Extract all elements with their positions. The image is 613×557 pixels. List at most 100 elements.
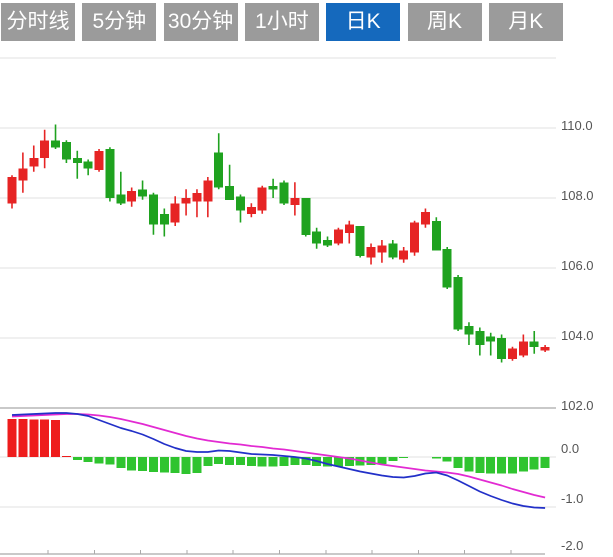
candle-body bbox=[105, 149, 115, 198]
macd-bar bbox=[279, 457, 289, 466]
macd-axis-label: -2.0 bbox=[561, 538, 583, 553]
candle-body bbox=[61, 142, 71, 160]
tab-1hour[interactable]: 1小时 bbox=[244, 3, 319, 41]
candle-body bbox=[442, 248, 452, 288]
macd-bar bbox=[159, 457, 169, 473]
candles bbox=[7, 124, 550, 363]
tab-30min[interactable]: 30分钟 bbox=[163, 3, 238, 41]
candle-body bbox=[138, 189, 148, 197]
macd-bar bbox=[442, 457, 452, 462]
gridlines bbox=[0, 57, 556, 555]
macd-bar bbox=[83, 457, 93, 462]
macd-bar bbox=[214, 457, 224, 464]
macd-bar bbox=[388, 457, 398, 461]
interval-tabbar: 分时线 5分钟 30分钟 1小时 日K 周K 月K bbox=[0, 0, 613, 46]
macd-bar bbox=[29, 419, 39, 457]
candle-body bbox=[312, 231, 322, 244]
macd-bar bbox=[105, 457, 115, 465]
macd-bar bbox=[540, 457, 550, 468]
candle-body bbox=[399, 250, 409, 260]
macd-bar bbox=[518, 457, 528, 472]
price-axis-label: 110.0 bbox=[561, 118, 593, 133]
macd-bar bbox=[51, 420, 61, 457]
macd-bar bbox=[323, 457, 333, 467]
candle-body bbox=[323, 240, 333, 246]
macd-bar bbox=[344, 457, 354, 466]
candle-body bbox=[475, 331, 485, 345]
macd-bar bbox=[257, 457, 267, 467]
candle-body bbox=[540, 346, 550, 351]
macd-bar bbox=[94, 457, 104, 464]
macd-bar bbox=[40, 419, 50, 457]
candle-body bbox=[333, 229, 343, 244]
candle-body bbox=[420, 212, 430, 225]
candle-body bbox=[159, 213, 169, 225]
candle-body bbox=[29, 157, 39, 167]
price-axis-label: 108.0 bbox=[561, 188, 594, 203]
macd-bar bbox=[225, 457, 235, 465]
tab-timeline[interactable]: 分时线 bbox=[1, 3, 75, 41]
candle-body bbox=[51, 140, 61, 148]
macd-bar bbox=[7, 419, 17, 457]
candle-body bbox=[518, 341, 528, 356]
macd-bar bbox=[486, 457, 496, 474]
macd-bar bbox=[18, 419, 28, 457]
candle-body bbox=[279, 182, 289, 204]
candle-body bbox=[257, 187, 267, 211]
candle-body bbox=[486, 336, 496, 342]
candle-body bbox=[246, 206, 256, 214]
tab-daily-k[interactable]: 日K bbox=[326, 3, 401, 41]
macd-bar bbox=[475, 457, 485, 473]
macd-bar bbox=[507, 457, 517, 474]
candle-body bbox=[268, 185, 278, 190]
macd-bar bbox=[203, 457, 213, 466]
price-axis-label: 102.0 bbox=[561, 398, 594, 413]
macd-axis-label: 0.0 bbox=[561, 441, 579, 456]
tab-monthly-k[interactable]: 月K bbox=[488, 3, 563, 41]
dif-line-group bbox=[11, 412, 546, 509]
macd-bar bbox=[192, 457, 202, 473]
candle-body bbox=[83, 161, 93, 169]
tab-weekly-k[interactable]: 周K bbox=[407, 3, 482, 41]
candle-body bbox=[464, 325, 474, 335]
macd-bar bbox=[377, 457, 387, 464]
candle-body bbox=[18, 168, 28, 181]
candle-body bbox=[344, 224, 354, 233]
macd-bar bbox=[246, 457, 256, 466]
candle-body bbox=[377, 245, 387, 253]
candle-body bbox=[181, 198, 191, 204]
macd-bar bbox=[529, 457, 539, 470]
tab-5min[interactable]: 5分钟 bbox=[82, 3, 157, 41]
candle-body bbox=[116, 194, 126, 204]
candle-body bbox=[388, 243, 398, 258]
dea-line bbox=[11, 413, 546, 499]
candle-body bbox=[355, 226, 365, 256]
candle-body bbox=[72, 157, 82, 163]
macd-bar bbox=[497, 457, 507, 474]
price-axis-label: 106.0 bbox=[561, 258, 594, 273]
candle-body bbox=[127, 191, 137, 202]
axis-labels: 110.0 108.0 106.0 104.0 102.0 0.0 -1.0 -2.0 bbox=[561, 118, 594, 553]
macd-bar bbox=[399, 457, 409, 458]
candle-body bbox=[192, 192, 202, 202]
candle-body bbox=[497, 338, 507, 359]
candle-body bbox=[203, 180, 213, 202]
macd-bar bbox=[333, 457, 343, 467]
macd-bar bbox=[170, 457, 180, 473]
macd-bar bbox=[116, 457, 126, 468]
macd-bar bbox=[431, 457, 441, 459]
macd-bar bbox=[61, 456, 71, 457]
candle-body bbox=[301, 198, 311, 235]
macd-axis-label: -1.0 bbox=[561, 491, 583, 506]
candle-body bbox=[148, 194, 158, 225]
macd-histogram bbox=[7, 419, 550, 474]
candle-body bbox=[290, 198, 300, 205]
candle-body bbox=[214, 152, 224, 188]
macd-bar bbox=[366, 457, 376, 465]
macd-bar bbox=[148, 457, 158, 472]
macd-bar bbox=[290, 457, 300, 465]
candle-body bbox=[410, 222, 420, 253]
macd-bar bbox=[235, 457, 245, 465]
